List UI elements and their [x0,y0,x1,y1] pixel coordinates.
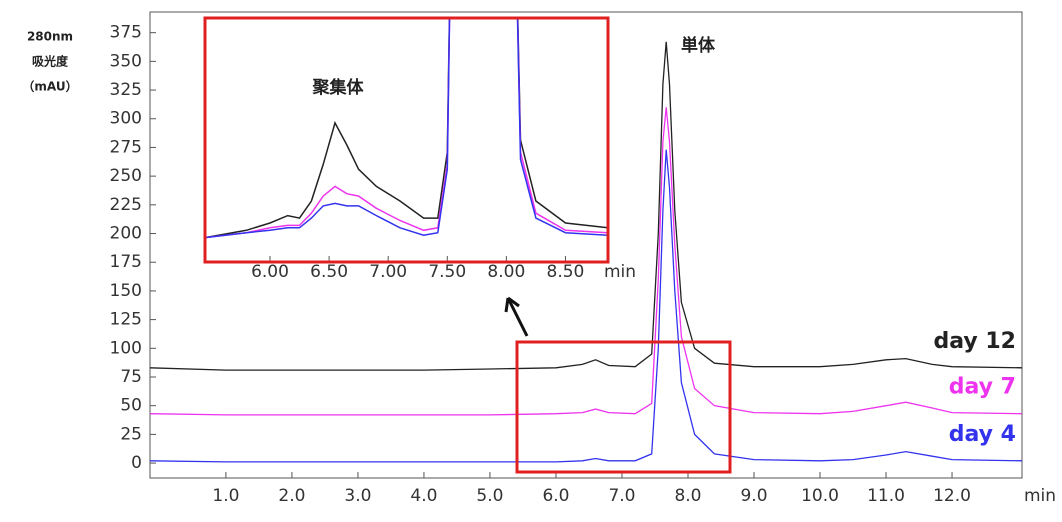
y-tick-label: 350 [110,51,142,71]
inset-bg [205,18,608,262]
y-tick-label: 200 [110,224,142,244]
inset-frame [203,16,610,264]
arrow [504,296,529,337]
x-tick-label: 8.0 [674,486,701,506]
line [150,107,1022,416]
x-tick-label: 6.0 [542,486,569,506]
x-tick-label: 8.00 [487,262,525,282]
x-unit: min [1024,486,1056,506]
legend-label: day 4 [949,422,1016,447]
x-tick-label: 3.0 [344,486,371,506]
y-tick-label: 300 [110,109,142,129]
y-tick-label: 75 [120,367,142,387]
zoom-box [515,340,732,474]
line [205,18,608,239]
y-tick-label: 175 [110,252,142,272]
x-tick-label: 7.0 [608,486,635,506]
x-unit: min [604,262,636,282]
y-tick-label: 100 [110,338,142,358]
x-tick-label: 11.0 [867,486,905,506]
line [150,149,1022,463]
y-tick-label: 0 [131,453,142,473]
main-plot: 0 25 50 75 100 125 150 175 200 225 250 275 300 325 350… [110,23,1022,506]
x-tick-label: 1.0 [212,486,239,506]
y-tick-label: 50 [120,396,142,416]
y-tick-label: 275 [110,137,142,157]
x-tick-label: 8.50 [547,262,585,282]
x-tick-label: 7.00 [369,262,407,282]
y-label: 280nm [27,30,73,44]
y-tick-label: 250 [110,166,142,186]
x-tick-label: 10.0 [801,486,839,506]
legend-label: day 7 [949,375,1016,400]
legend-label: day 12 [933,329,1016,354]
y-tick-label: 25 [120,424,142,444]
y-tick-label: 150 [110,281,142,301]
x-tick-label: 7.50 [428,262,466,282]
annotation: 聚集体 [312,77,365,98]
y-tick-label: 325 [110,80,142,100]
x-tick-label: 4.0 [410,486,437,506]
x-tick-label: 6.50 [310,262,348,282]
x-tick-label: 12.0 [933,486,971,506]
y-label: （mAU） [22,79,77,94]
annotation: 単体 [681,35,716,56]
x-tick-label: 9.0 [740,486,767,506]
x-tick-label: 2.0 [278,486,305,506]
line [150,41,1022,371]
x-tick-label: 5.0 [476,486,503,506]
y-tick-label: 125 [110,310,142,330]
y-tick-label: 225 [110,195,142,215]
y-label: 吸光度 [32,54,69,69]
y-tick-label: 375 [110,23,142,43]
x-tick-label: 6.00 [251,262,289,282]
